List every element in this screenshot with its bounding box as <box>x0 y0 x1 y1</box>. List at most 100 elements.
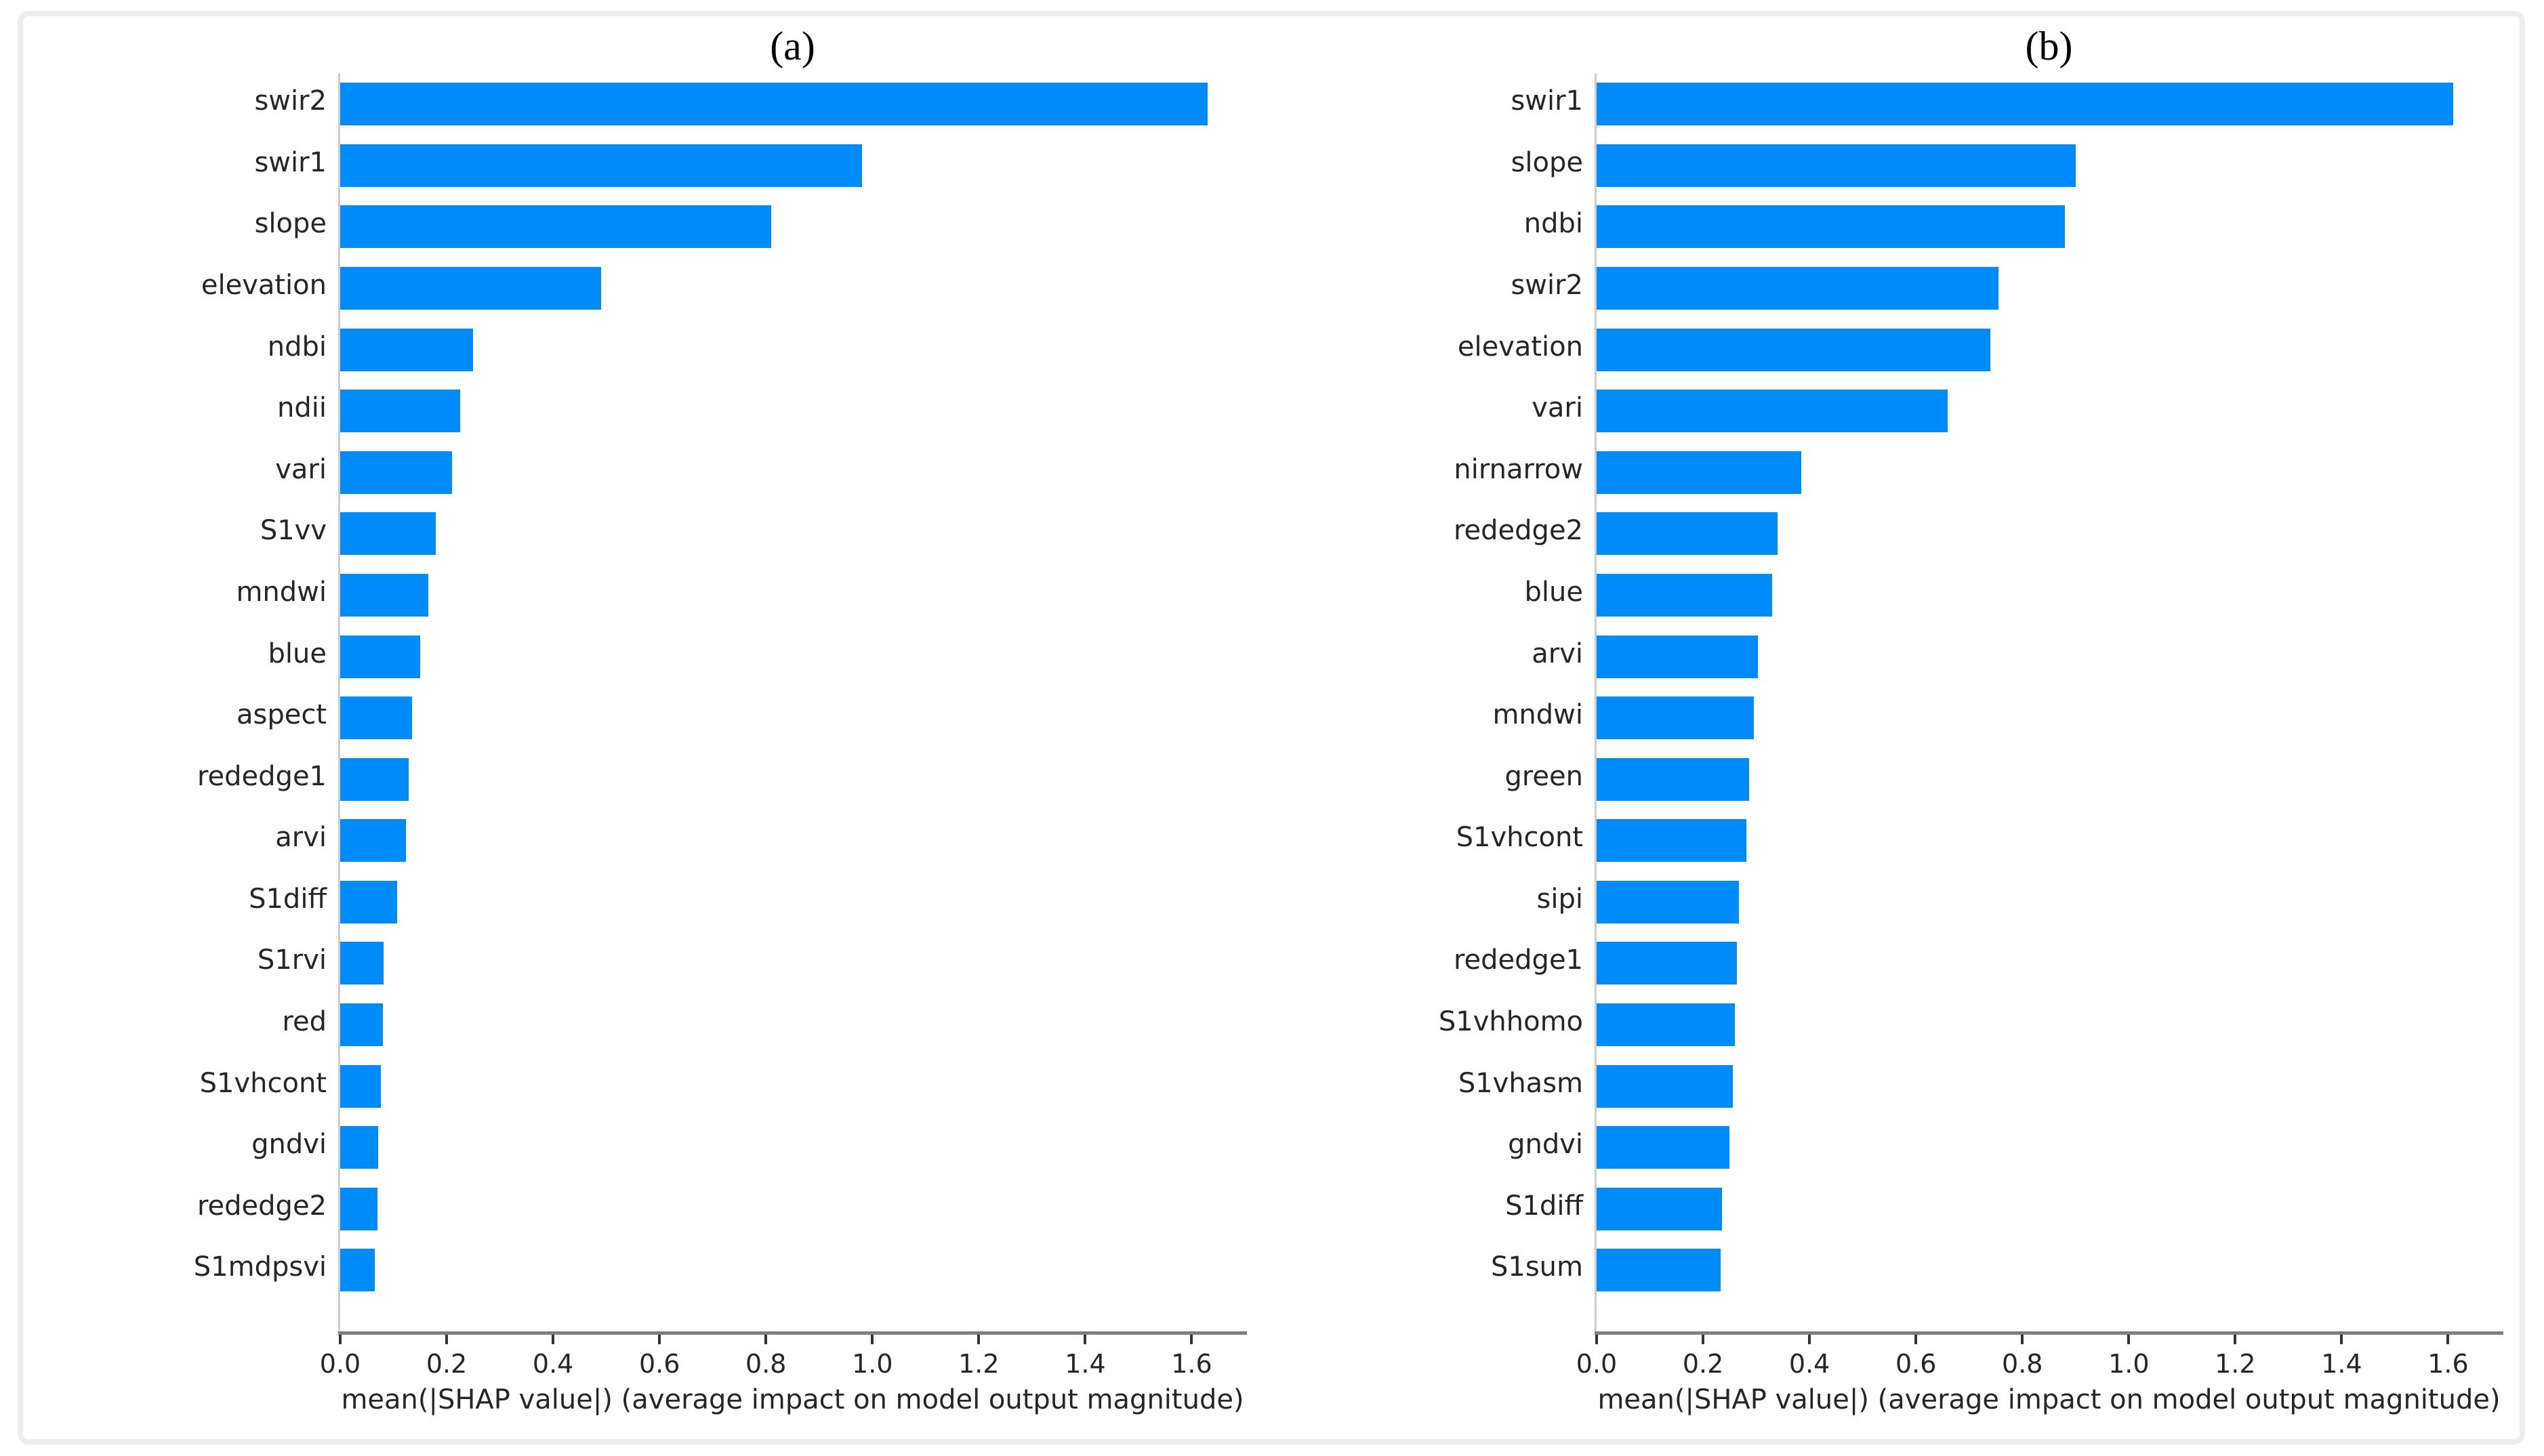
x-tick-mark <box>977 1335 981 1344</box>
x-axis-line <box>338 1331 1247 1335</box>
bar <box>340 205 771 249</box>
chart-title: (a) <box>770 24 815 68</box>
category-label: elevation <box>201 270 327 301</box>
category-label: S1vv <box>260 515 327 547</box>
x-tick-mark <box>871 1335 874 1344</box>
bar <box>1597 390 1948 433</box>
x-tick-mark <box>2127 1335 2131 1344</box>
bar <box>1597 696 1754 740</box>
x-tick-mark <box>2021 1335 2024 1344</box>
category-label: ndbi <box>267 331 327 362</box>
bar <box>340 451 452 494</box>
bar <box>340 1187 377 1230</box>
bar <box>1597 573 1772 617</box>
x-tick-mark <box>764 1335 768 1344</box>
bar <box>1597 512 1778 556</box>
category-label: S1sum <box>1491 1251 1583 1283</box>
category-label: gndvi <box>251 1129 327 1161</box>
category-label: S1rvi <box>257 944 327 976</box>
category-label: elevation <box>1457 331 1583 362</box>
category-label: red <box>282 1006 327 1038</box>
bar <box>1597 328 1990 371</box>
x-tick-label: 1.4 <box>1065 1349 1106 1379</box>
x-tick-label: 0.8 <box>745 1349 787 1379</box>
bar <box>1597 451 1801 494</box>
category-label: mndwi <box>236 576 327 608</box>
category-label: S1diff <box>249 883 327 915</box>
category-label: rededge2 <box>197 1190 327 1222</box>
bar <box>1597 819 1746 862</box>
category-label: ndii <box>277 392 327 424</box>
x-tick-label: 0.4 <box>1788 1349 1830 1379</box>
x-tick-mark <box>339 1335 342 1344</box>
category-label: vari <box>275 453 327 485</box>
x-tick-mark <box>1084 1335 1087 1344</box>
bar <box>1597 942 1737 985</box>
x-tick-mark <box>2234 1335 2237 1344</box>
chart-title: (b) <box>2025 24 2073 68</box>
x-tick-mark <box>1702 1335 1705 1344</box>
bar <box>340 880 397 923</box>
category-label: S1vhcont <box>1456 822 1583 854</box>
x-tick-mark <box>552 1335 555 1344</box>
bar <box>1597 267 1998 310</box>
category-label: blue <box>1524 576 1583 608</box>
bar <box>340 144 862 187</box>
x-tick-label: 1.6 <box>2427 1349 2469 1379</box>
x-tick-mark <box>1190 1335 1193 1344</box>
bar <box>340 757 409 801</box>
category-label: sipi <box>1536 883 1583 915</box>
bar <box>1597 880 1739 923</box>
category-label: ndbi <box>1523 208 1583 240</box>
bar <box>340 1249 375 1292</box>
category-label: S1vhasm <box>1458 1067 1583 1099</box>
x-tick-label: 0.6 <box>638 1349 680 1379</box>
x-tick-label: 1.2 <box>958 1349 1000 1379</box>
bar <box>1597 635 1758 678</box>
x-tick-label: 1.0 <box>852 1349 893 1379</box>
bar <box>340 1064 381 1108</box>
category-label: gndvi <box>1508 1129 1583 1161</box>
x-tick-label: 0.6 <box>1895 1349 1937 1379</box>
bar <box>340 942 384 985</box>
bar <box>1597 1126 1729 1169</box>
bar <box>340 635 420 678</box>
x-tick-label: 0.0 <box>1576 1349 1618 1379</box>
category-label: rededge1 <box>197 760 327 792</box>
x-tick-mark <box>445 1335 449 1344</box>
bar <box>1597 205 2065 249</box>
bar <box>340 573 428 617</box>
category-label: slope <box>254 208 327 240</box>
bar <box>1597 83 2453 126</box>
bar <box>1597 1003 1735 1047</box>
x-tick-label: 0.4 <box>532 1349 574 1379</box>
y-axis-spine <box>1595 73 1597 1331</box>
category-label: rededge2 <box>1453 515 1583 547</box>
x-tick-label: 0.0 <box>319 1349 361 1379</box>
bar <box>1597 1249 1721 1292</box>
x-axis-line <box>1595 1331 2503 1335</box>
bar <box>1597 1187 1722 1230</box>
bar <box>340 390 460 433</box>
category-label: nirnarrow <box>1454 453 1583 485</box>
x-tick-label: 1.4 <box>2321 1349 2362 1379</box>
category-label: vari <box>1532 392 1583 424</box>
y-axis-spine <box>338 73 340 1331</box>
category-label: rededge1 <box>1453 944 1583 976</box>
x-tick-mark <box>1595 1335 1598 1344</box>
bar <box>340 267 601 310</box>
bar <box>1597 757 1749 801</box>
category-label: green <box>1504 760 1583 792</box>
category-label: S1vhhomo <box>1438 1006 1583 1038</box>
bar <box>340 1126 378 1169</box>
x-tick-label: 0.8 <box>2002 1349 2043 1379</box>
x-tick-mark <box>2446 1335 2450 1344</box>
bar <box>1597 1064 1733 1108</box>
category-label: S1diff <box>1505 1190 1583 1222</box>
bar <box>1597 144 2076 187</box>
category-label: arvi <box>1532 638 1583 669</box>
category-label: swir2 <box>254 85 327 117</box>
bar <box>340 696 412 740</box>
category-label: blue <box>268 638 327 669</box>
x-tick-label: 0.2 <box>426 1349 468 1379</box>
